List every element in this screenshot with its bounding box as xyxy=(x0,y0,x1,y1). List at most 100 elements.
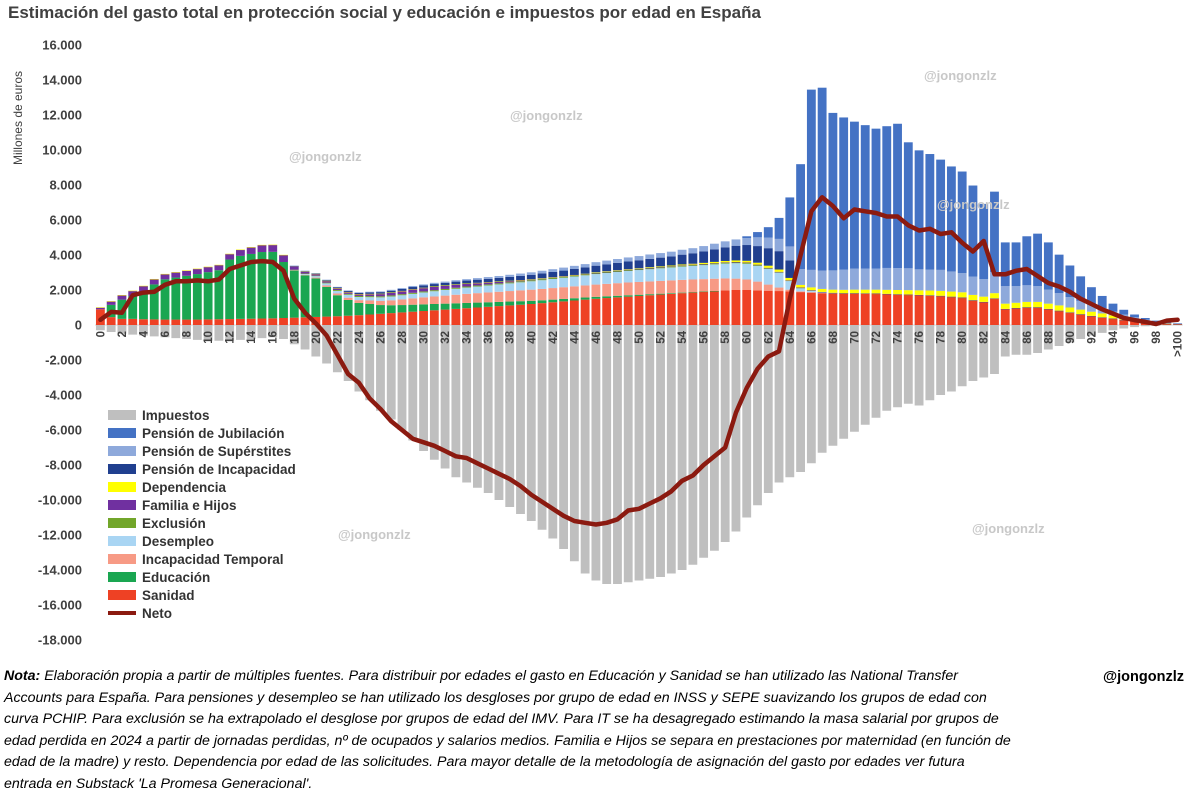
watermark: @jongonzlz xyxy=(338,527,411,542)
bar-segment-impuestos xyxy=(236,325,245,340)
bar-segment-desempleo xyxy=(817,292,827,294)
bar-segment-familia-e-hijos xyxy=(763,267,773,269)
bar-segment-desempleo xyxy=(569,276,579,287)
bar-segment-exclusi-n xyxy=(462,286,472,288)
x-tick-label: 10 xyxy=(203,331,215,344)
bar-segment-pensi-n-de-incapacidad xyxy=(332,287,342,289)
bar-segment-incapacidad-temporal xyxy=(516,290,525,302)
bar-segment-pensi-n-de-sup-rstites xyxy=(569,265,579,269)
bar-segment-incapacidad-temporal xyxy=(796,291,806,293)
bar-segment-familia-e-hijos xyxy=(645,267,655,269)
bar-segment-pensi-n-de-sup-rstites xyxy=(376,291,385,293)
y-tick-label: 2.000 xyxy=(49,283,82,298)
bar-segment-pensi-n-de-incapacidad xyxy=(526,274,536,280)
bar-segment-desempleo xyxy=(537,280,547,289)
bar-segment-desempleo xyxy=(516,282,525,291)
bar-segment-pensi-n-de-incapacidad xyxy=(709,249,719,262)
bar-segment-impuestos xyxy=(203,325,213,341)
bar-segment-sanidad xyxy=(817,293,827,325)
y-tick-label: 0 xyxy=(75,318,82,333)
bar-segment-impuestos xyxy=(483,325,493,493)
bar-segment-pensi-n-de-sup-rstites xyxy=(537,270,547,274)
bar-segment-pensi-n-de-sup-rstites xyxy=(311,273,321,274)
bar-segment-pensi-n-de-incapacidad xyxy=(656,257,665,267)
bar-segment-familia-e-hijos xyxy=(688,264,698,266)
bar-segment-incapacidad-temporal xyxy=(559,287,569,299)
bar-segment-exclusi-n xyxy=(376,296,385,298)
bar-segment-familia-e-hijos xyxy=(1043,308,1053,310)
bar-segment-sanidad xyxy=(246,318,256,325)
bar-segment-pensi-n-de-jubilaci-n xyxy=(914,150,924,270)
bar-segment-desempleo xyxy=(472,286,482,294)
bar-segment-dependencia xyxy=(397,290,407,292)
bar-segment-pensi-n-de-sup-rstites xyxy=(936,269,946,291)
bar-segment-sanidad xyxy=(893,294,902,325)
bar-segment-sanidad xyxy=(666,293,676,325)
legend-swatch xyxy=(108,500,136,510)
bar-segment-dependencia xyxy=(149,278,159,280)
bar-segment-sanidad xyxy=(289,317,299,325)
bar-segment-pensi-n-de-jubilaci-n xyxy=(850,121,859,269)
chart-title: Estimación del gasto total en protección… xyxy=(8,3,761,22)
bar-segment-pensi-n-de-incapacidad xyxy=(634,260,644,269)
bar-segment-exclusi-n xyxy=(526,280,536,282)
bar-segment-impuestos xyxy=(160,325,170,338)
bar-segment-dependencia xyxy=(699,262,709,264)
bar-segment-dependencia xyxy=(1022,301,1032,308)
bar-segment-dependencia xyxy=(806,287,816,291)
bar-segment-exclusi-n xyxy=(688,264,698,266)
x-tick-label: 54 xyxy=(677,330,689,343)
bar-segment-exclusi-n xyxy=(731,262,741,264)
bar-segment-familia-e-hijos xyxy=(699,263,709,265)
bar-segment-pensi-n-de-sup-rstites xyxy=(850,268,859,290)
bar-segment-sanidad xyxy=(117,318,127,325)
bar-segment-educaci-n xyxy=(559,298,569,302)
legend-swatch xyxy=(108,428,136,438)
bar-segment-pensi-n-de-incapacidad xyxy=(580,267,590,274)
bar-segment-desempleo xyxy=(365,297,375,301)
bar-segment-familia-e-hijos xyxy=(1000,308,1010,310)
bar-segment-dependencia xyxy=(526,279,536,280)
bar-segment-impuestos xyxy=(806,325,816,464)
bar-segment-sanidad xyxy=(1054,311,1064,325)
watermark: @jongonzlz xyxy=(937,197,1010,212)
x-tick-label: 18 xyxy=(289,330,301,343)
x-tick-label: 94 xyxy=(1108,330,1120,343)
bar-segment-exclusi-n xyxy=(494,283,504,285)
bar-segment-exclusi-n xyxy=(613,270,622,272)
bar-segment-impuestos xyxy=(128,325,138,335)
bar-segment-familia-e-hijos xyxy=(979,301,989,303)
bar-segment-educaci-n xyxy=(408,304,418,312)
x-tick-label: 82 xyxy=(979,331,991,344)
x-tick-label: 42 xyxy=(548,331,560,344)
bar-segment-pensi-n-de-incapacidad xyxy=(419,285,428,288)
bar-segment-impuestos xyxy=(537,325,547,530)
bar-segment-familia-e-hijos xyxy=(850,293,859,294)
bar-segment-sanidad xyxy=(397,312,407,325)
bar-segment-impuestos xyxy=(613,325,622,584)
bar-segment-sanidad xyxy=(968,300,978,325)
x-tick-label: 70 xyxy=(849,331,861,344)
bar-segment-pensi-n-de-jubilaci-n xyxy=(968,185,978,277)
bar-segment-pensi-n-de-incapacidad xyxy=(753,246,762,263)
bar-segment-exclusi-n xyxy=(753,264,762,266)
bar-segment-pensi-n-de-sup-rstites xyxy=(462,279,472,281)
bar-segment-impuestos xyxy=(397,325,407,430)
x-tick-label: 40 xyxy=(526,331,538,344)
x-tick-label: 88 xyxy=(1043,330,1055,343)
bar-segment-exclusi-n xyxy=(591,273,601,275)
bar-segment-familia-e-hijos xyxy=(742,262,752,264)
bar-segment-educaci-n xyxy=(192,274,202,320)
bar-segment-exclusi-n xyxy=(516,281,525,283)
bar-segment-sanidad xyxy=(656,294,665,325)
bar-segment-pensi-n-de-sup-rstites xyxy=(451,280,461,282)
bar-segment-educaci-n xyxy=(246,253,256,319)
bar-segment-incapacidad-temporal xyxy=(613,283,622,296)
bar-segment-pensi-n-de-sup-rstites xyxy=(623,257,633,262)
bar-segment-familia-e-hijos xyxy=(796,287,806,289)
bar-segment-pensi-n-de-incapacidad xyxy=(505,276,515,281)
bar-segment-desempleo xyxy=(613,271,622,284)
neto-line xyxy=(98,195,1180,527)
bar-segment-impuestos xyxy=(731,325,741,532)
bar-segment-dependencia xyxy=(839,289,849,294)
